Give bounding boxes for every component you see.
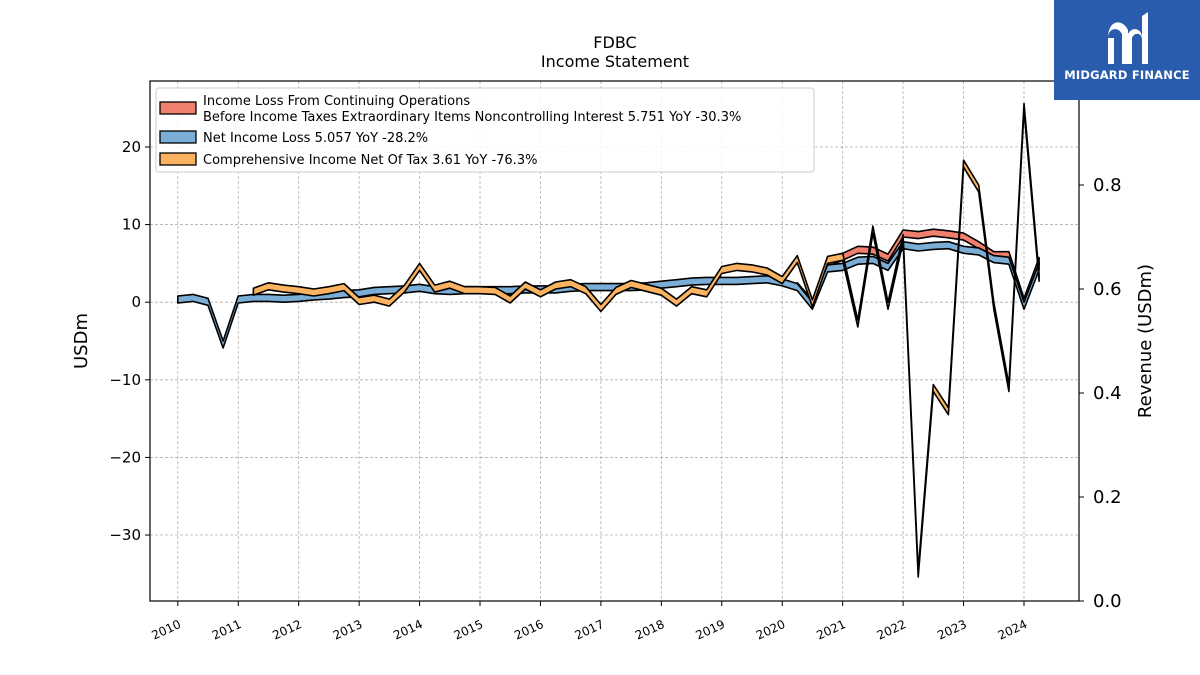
legend-swatch-pretax xyxy=(159,101,197,115)
x-tick-label: 2013 xyxy=(331,617,365,643)
brand-name: MIDGARD FINANCE xyxy=(1064,68,1190,82)
left-y-tick-label: 10 xyxy=(122,216,141,234)
x-tick-label: 2018 xyxy=(633,617,667,643)
left-y-tick-label: −10 xyxy=(109,371,141,389)
x-tick-label: 2023 xyxy=(935,617,969,643)
x-tick-label: 2014 xyxy=(391,617,425,643)
x-axis: 2010 2011 2012 2013 2014 2015 2016 2017 2018 2019… xyxy=(149,601,1029,643)
legend-swatch-comprehensive xyxy=(159,152,197,166)
x-tick-label: 2016 xyxy=(512,617,546,643)
left-y-tick-label: −30 xyxy=(109,526,141,544)
legend-box xyxy=(155,87,815,173)
x-tick-label: 2021 xyxy=(814,617,848,643)
x-tick-label: 2015 xyxy=(452,617,486,643)
brand-logo: MIDGARD FINANCE xyxy=(1054,0,1200,100)
right-y-tick-label: 0.6 xyxy=(1093,279,1122,300)
left-y-tick-label: 20 xyxy=(122,138,141,156)
legend-swatch-net-income xyxy=(159,130,197,144)
right-y-axis-label: Revenue (USDm) xyxy=(1135,264,1156,418)
midgard-logo-icon xyxy=(1108,12,1148,64)
x-tick-label: 2020 xyxy=(754,617,788,643)
chart-subtitle: Income Statement xyxy=(541,52,689,71)
left-y-axis-label: USDm xyxy=(71,313,92,369)
right-y-tick-label: 0.4 xyxy=(1093,383,1122,404)
plot-frame xyxy=(149,80,1080,602)
series-band-comprehensive-income xyxy=(252,102,1040,578)
x-tick-label: 2019 xyxy=(693,617,727,643)
legend-label-comprehensive: Comprehensive Income Net Of Tax 3.61 YoY… xyxy=(203,153,537,168)
right-y-tick-label: 0.0 xyxy=(1093,591,1122,612)
chart-title: FDBC xyxy=(593,33,636,52)
legend: Income Loss From Continuing Operations B… xyxy=(155,87,815,173)
series-layer xyxy=(177,102,1040,578)
left-y-tick-label: 0 xyxy=(131,293,141,311)
right-y-tick-label: 0.2 xyxy=(1093,487,1122,508)
x-tick-label: 2010 xyxy=(149,617,183,643)
legend-label-net-income: Net Income Loss 5.057 YoY -28.2% xyxy=(203,131,428,146)
series-comprehensive-income xyxy=(252,102,1040,578)
x-tick-label: 2017 xyxy=(573,617,607,643)
x-tick-label: 2022 xyxy=(875,617,909,643)
legend-label-pretax-line2: Before Income Taxes Extraordinary Items … xyxy=(203,110,741,125)
x-tick-label: 2024 xyxy=(996,617,1030,643)
left-y-tick-label: −20 xyxy=(109,448,141,466)
right-y-tick-label: 0.8 xyxy=(1093,175,1122,196)
x-tick-label: 2012 xyxy=(270,617,304,643)
left-y-axis: −30 −20 −10 0 10 20 xyxy=(109,138,150,544)
x-tick-label: 2011 xyxy=(210,617,244,643)
right-y-axis: 0.0 0.2 0.4 0.6 0.8 xyxy=(1079,175,1122,612)
legend-label-pretax-line1: Income Loss From Continuing Operations xyxy=(203,94,470,109)
